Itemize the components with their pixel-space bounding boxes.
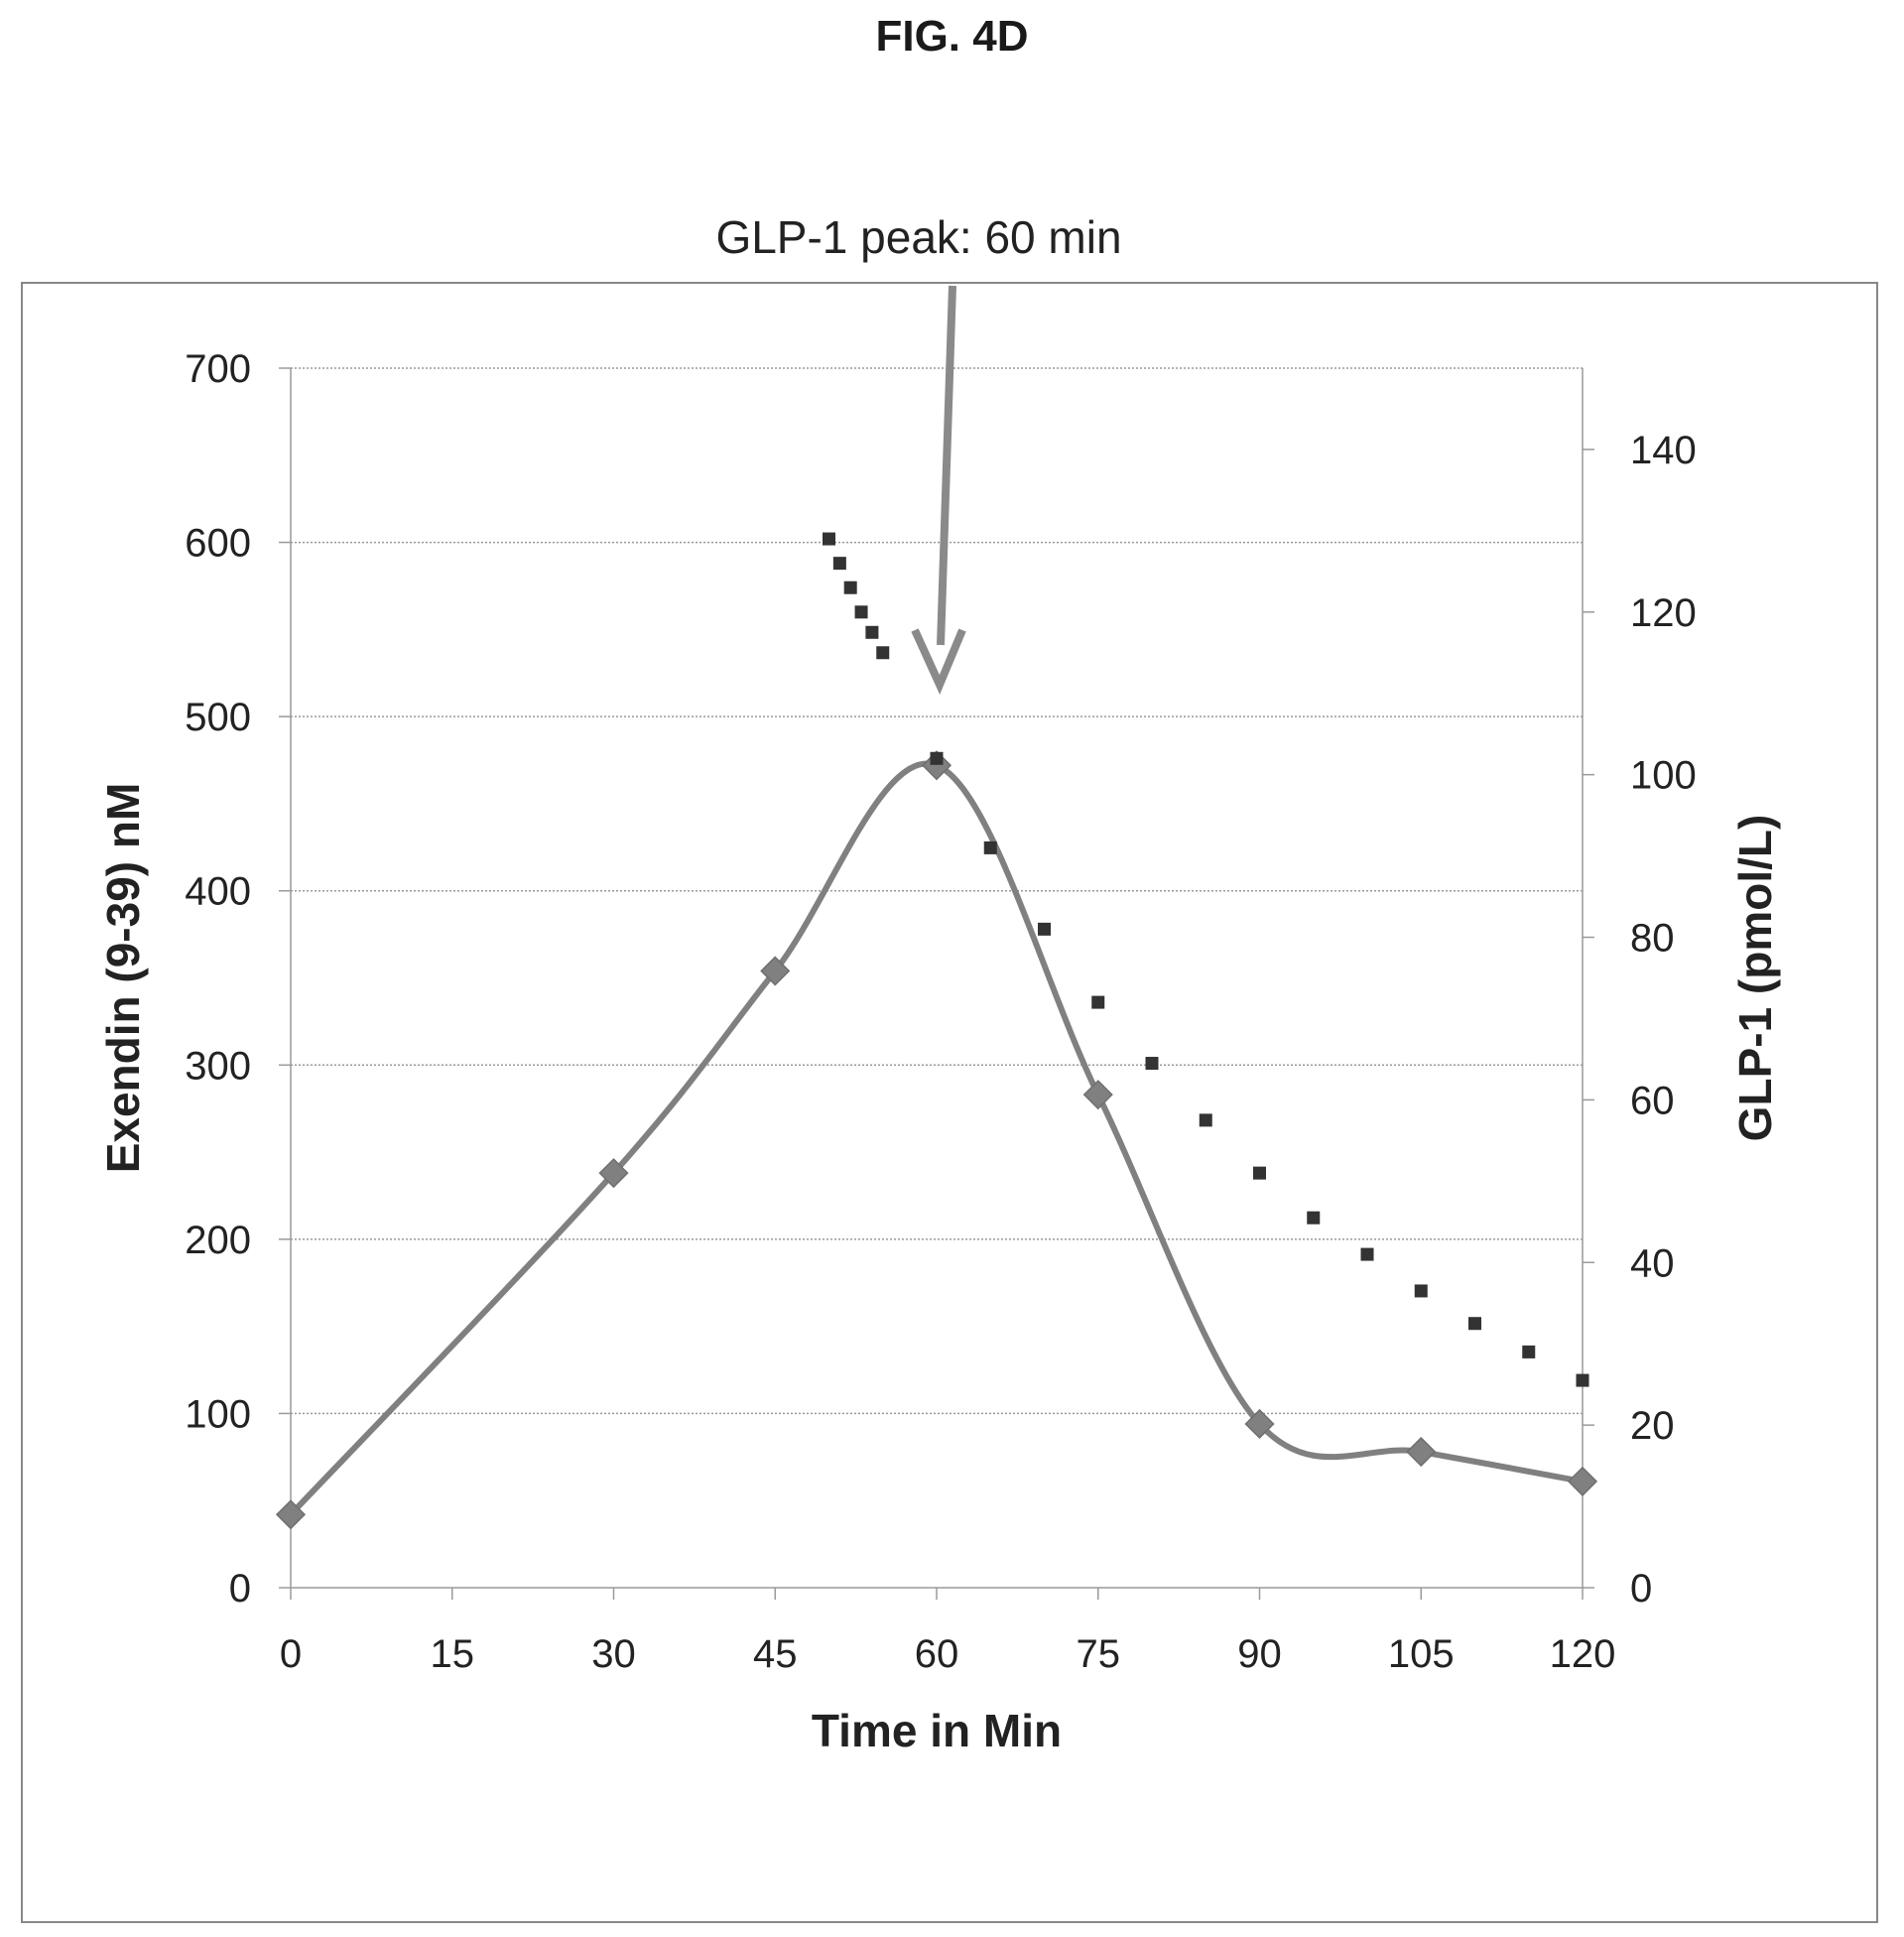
glp1-point [876, 646, 890, 660]
annotation: GLP-1 peak: 60 min [715, 211, 1122, 696]
glp1-point [1414, 1284, 1428, 1298]
axes [290, 368, 1584, 1589]
glp1-point [983, 840, 997, 854]
y2-axis-ticks: 0 20 40 60 80 100 120 140 [1583, 429, 1697, 1611]
y-axis-ticks: 0 100 200 300 400 500 600 700 [185, 347, 291, 1611]
y2-tick-label: 40 [1630, 1241, 1675, 1285]
y2-tick-label: 80 [1630, 917, 1675, 961]
x-tick-label: 105 [1388, 1632, 1455, 1676]
glp1-point [1576, 1373, 1589, 1387]
y2-tick-label: 120 [1630, 591, 1697, 635]
x-tick-label: 120 [1550, 1632, 1616, 1676]
exendin-point [760, 956, 791, 986]
y-tick-label: 300 [185, 1044, 251, 1088]
glp1-point [1307, 1211, 1321, 1225]
glp1-point [1091, 995, 1105, 1009]
y-tick-label: 400 [185, 870, 251, 914]
annotation-arrow-shaft [937, 285, 956, 646]
glp1-point [843, 581, 857, 594]
y-axis-title: Exendin (9-39) nM [97, 783, 149, 1174]
x-tick-label: 60 [915, 1632, 959, 1676]
x-tick-label: 90 [1237, 1632, 1282, 1676]
exendin-series [275, 750, 1598, 1530]
y2-axis-title: GLP-1 (pmol/L) [1729, 815, 1781, 1142]
x-tick-label: 15 [431, 1632, 475, 1676]
glp1-series [823, 532, 1589, 1387]
glp1-point [865, 625, 879, 639]
chart-area-border [21, 282, 1878, 1923]
y-tick-label: 0 [229, 1567, 251, 1611]
glp1-point [832, 557, 846, 571]
y-tick-label: 500 [185, 696, 251, 739]
glp1-point [1468, 1317, 1481, 1331]
glp1-point [1253, 1166, 1266, 1180]
x-tick-label: 0 [280, 1632, 302, 1676]
exendin-point [598, 1158, 629, 1189]
glp1-point [1038, 922, 1051, 936]
glp1-point [1145, 1057, 1159, 1071]
y2-tick-label: 0 [1630, 1567, 1652, 1611]
y-tick-label: 200 [185, 1219, 251, 1262]
x-tick-label: 45 [753, 1632, 798, 1676]
glp1-point [854, 605, 868, 619]
x-axis-ticks: 0 15 30 45 60 75 90 105 120 [280, 1588, 1616, 1676]
exendin-point [1082, 1080, 1113, 1110]
y2-tick-label: 140 [1630, 429, 1697, 472]
glp1-point [1360, 1247, 1374, 1261]
annotation-text: GLP-1 peak: 60 min [715, 211, 1121, 263]
exendin-point [1406, 1436, 1437, 1468]
exendin-point [1567, 1466, 1598, 1496]
exendin-point [1244, 1408, 1275, 1440]
figure-label: FIG. 4D [875, 12, 1029, 61]
annotation-arrow-head [911, 628, 966, 696]
y2-tick-label: 20 [1630, 1404, 1675, 1448]
gridlines [291, 367, 1583, 1415]
y-tick-label: 700 [185, 347, 251, 391]
x-tick-label: 30 [591, 1632, 636, 1676]
y-tick-label: 100 [185, 1392, 251, 1436]
exendin-point [275, 1499, 307, 1530]
y2-tick-label: 60 [1630, 1079, 1675, 1122]
x-tick-label: 75 [1077, 1632, 1121, 1676]
glp1-point [823, 532, 835, 546]
glp1-point [1199, 1113, 1212, 1127]
y2-tick-label: 100 [1630, 754, 1697, 798]
glp1-point [1522, 1345, 1536, 1358]
y-tick-label: 600 [185, 522, 251, 566]
exendin-point [921, 750, 952, 781]
exendin-line [288, 760, 1584, 1517]
glp1-point [930, 751, 944, 765]
x-axis-title: Time in Min [812, 1705, 1062, 1756]
